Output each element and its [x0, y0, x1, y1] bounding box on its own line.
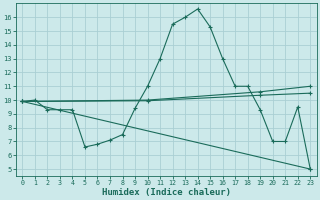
X-axis label: Humidex (Indice chaleur): Humidex (Indice chaleur) [102, 188, 231, 197]
